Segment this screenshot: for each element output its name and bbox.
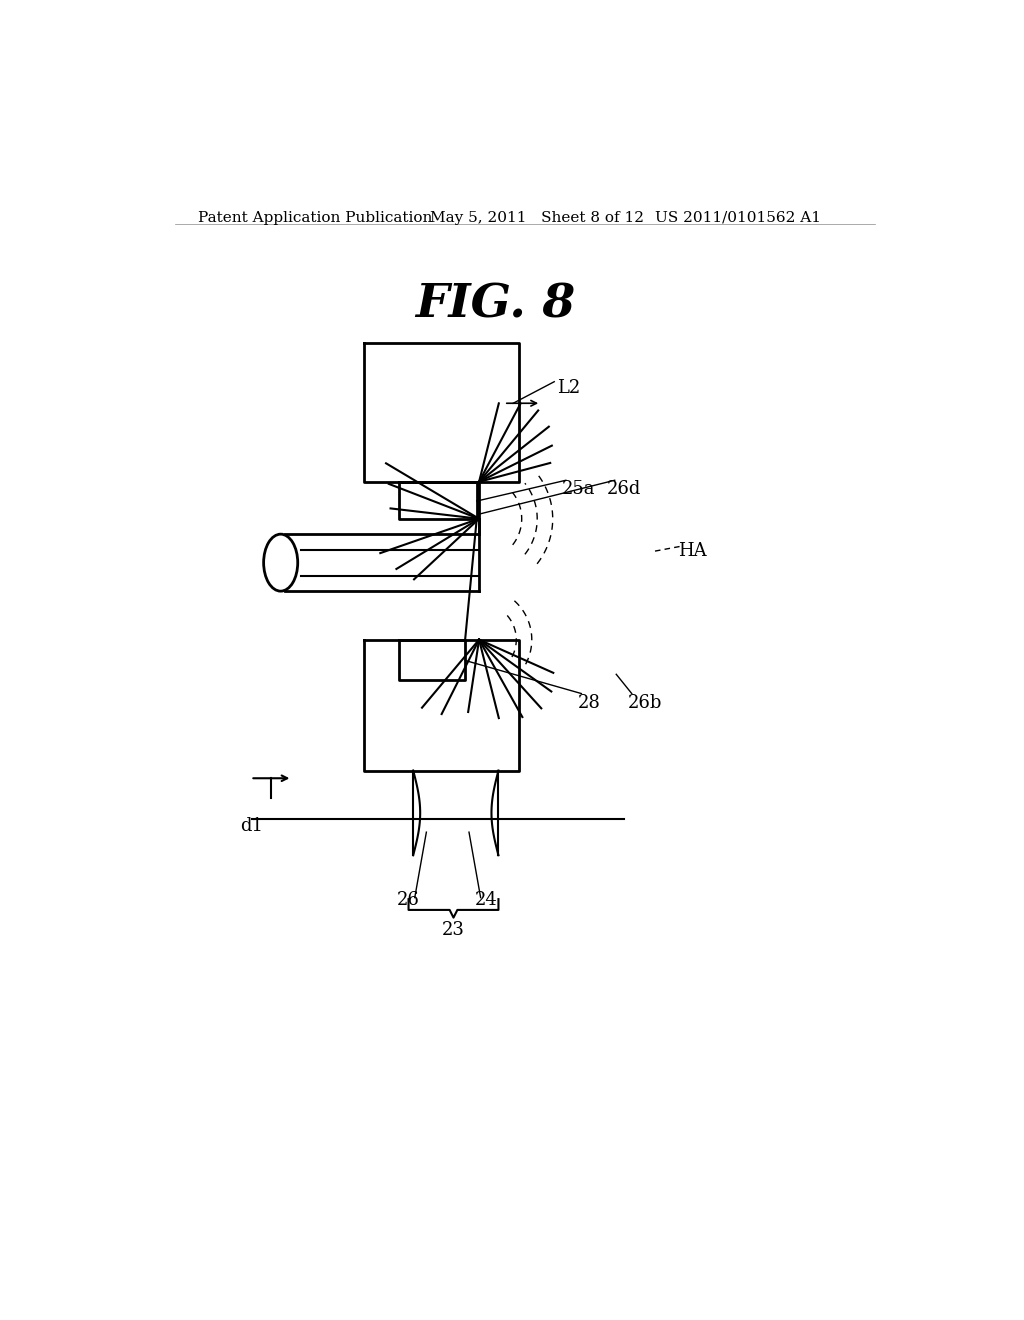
Text: 24: 24	[475, 891, 498, 909]
Text: 28: 28	[578, 693, 600, 711]
Text: FIG. 8: FIG. 8	[415, 281, 575, 327]
Text: May 5, 2011   Sheet 8 of 12: May 5, 2011 Sheet 8 of 12	[430, 211, 644, 224]
Text: HA: HA	[678, 543, 707, 560]
Ellipse shape	[263, 535, 298, 591]
Text: 25a: 25a	[562, 480, 596, 498]
Text: 26b: 26b	[628, 693, 663, 711]
Text: 26d: 26d	[607, 480, 641, 498]
Text: 23: 23	[442, 921, 465, 939]
Text: Patent Application Publication: Patent Application Publication	[198, 211, 432, 224]
Text: d1: d1	[241, 817, 263, 834]
Text: US 2011/0101562 A1: US 2011/0101562 A1	[655, 211, 821, 224]
Text: 26: 26	[397, 891, 420, 909]
Text: L2: L2	[557, 379, 580, 396]
